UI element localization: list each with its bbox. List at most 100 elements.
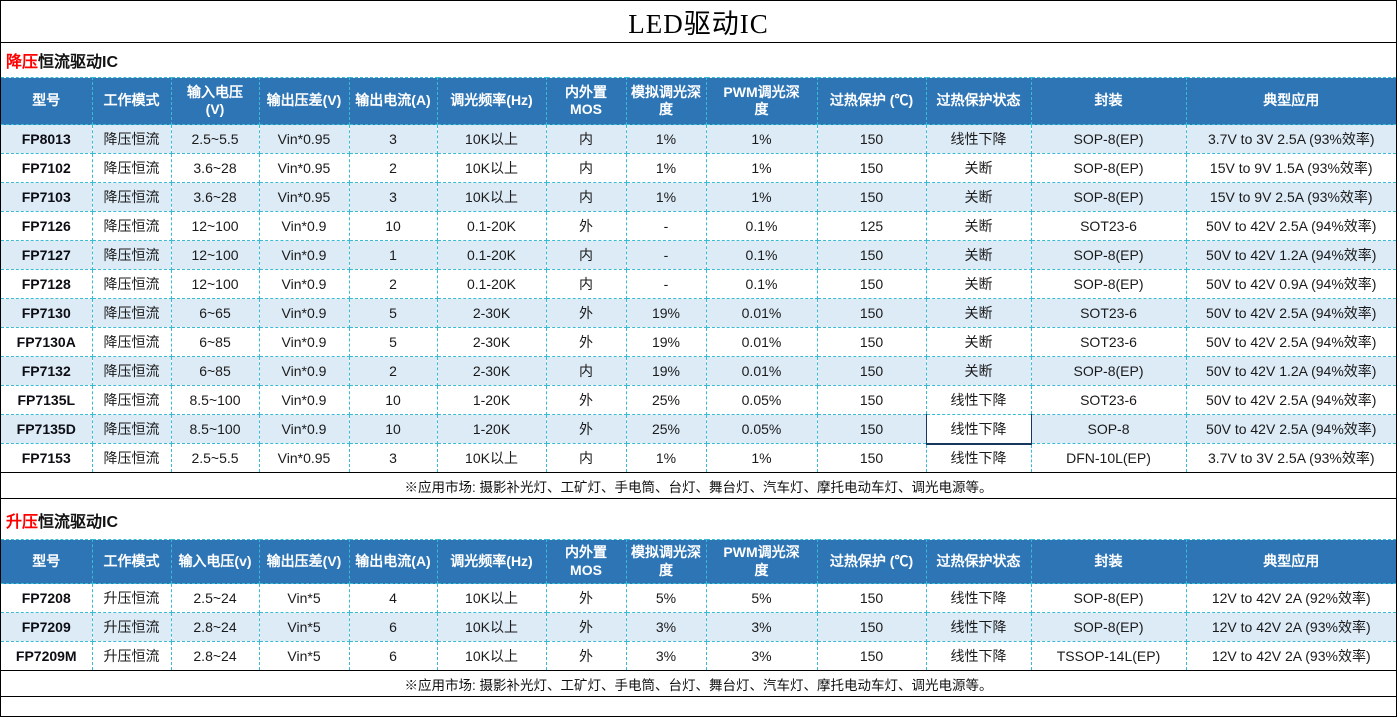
cell: 3% xyxy=(625,641,707,671)
cell: 0.1-20K xyxy=(436,240,547,270)
cell: 3.7V to 3V 2.5A (93%效率) xyxy=(1185,124,1396,154)
model-cell: FP7130A xyxy=(1,327,93,357)
table-row: FP8013 降压恒流 2.5~5.5 Vin*0.95 3 10K以上内 1% 1% 150 线… xyxy=(1,124,1396,154)
cell: 10 xyxy=(348,385,438,415)
cell: 0.05% xyxy=(705,414,818,444)
cell: Vin*0.9 xyxy=(258,211,350,241)
cell: 0.01% xyxy=(705,327,818,357)
cell: 150 xyxy=(816,612,927,642)
cell: 2 xyxy=(348,153,438,183)
cell: 50V to 42V 2.5A (94%效率) xyxy=(1185,414,1396,444)
cell: 线性下降 xyxy=(925,443,1032,473)
cell: 升压恒流 xyxy=(91,612,172,642)
table-row: FP7135L 降压恒流 8.5~100 Vin*0.9 10 1-20K 外 25% 0.05… xyxy=(1,385,1396,415)
table-row: FP7209 升压恒流 2.8~24 Vin*5 6 10K以上外 3% 3% 150 线性下降 S… xyxy=(1,612,1396,642)
cell: Vin*0.9 xyxy=(258,298,350,328)
cell: 12~100 xyxy=(170,240,260,270)
page-title: LED驱动IC xyxy=(1,1,1396,43)
cell: 1% xyxy=(705,153,818,183)
cell: 1% xyxy=(705,443,818,473)
section-label-buck-highlight: 降压 xyxy=(6,54,39,71)
cell: 外 xyxy=(545,327,627,357)
cell: 降压恒流 xyxy=(91,327,172,357)
cell: 150 xyxy=(816,327,927,357)
cell: 150 xyxy=(816,583,927,613)
cell: 降压恒流 xyxy=(91,211,172,241)
cell: 内 xyxy=(545,443,627,473)
cell: 关断 xyxy=(925,240,1032,270)
table-row: FP7208 升压恒流 2.5~24 Vin*5 4 10K以上外 5% 5% 150 线性下降 S… xyxy=(1,583,1396,613)
model-cell: FP7128 xyxy=(1,269,93,299)
cell: 10K以上 xyxy=(436,124,547,154)
section-label-buck-rest: 恒流驱动IC xyxy=(38,54,119,71)
cell: 150 xyxy=(816,443,927,473)
cell: 2-30K xyxy=(436,298,547,328)
cell: 3 xyxy=(348,124,438,154)
cell: Vin*5 xyxy=(258,612,350,642)
cell: 150 xyxy=(816,153,927,183)
cell: TSSOP-14L(EP) xyxy=(1030,641,1187,671)
cell: 10K以上 xyxy=(436,153,547,183)
cell: 5 xyxy=(348,327,438,357)
column-header: 输出电流(A) xyxy=(348,539,438,584)
cell: 1% xyxy=(625,182,707,212)
section-label-boost: 升压 恒流驱动IC xyxy=(1,499,1396,539)
cell: 内 xyxy=(545,182,627,212)
cell: 25% xyxy=(625,414,707,444)
cell: 8.5~100 xyxy=(170,385,260,415)
cell: 12V to 42V 2A (93%效率) xyxy=(1185,641,1396,671)
column-header: 典型应用 xyxy=(1185,539,1396,584)
table-row: FP7135D 降压恒流 8.5~100 Vin*0.9 10 1-20K 外 25% 0.05… xyxy=(1,414,1396,445)
cell: 1% xyxy=(625,153,707,183)
cell: 8.5~100 xyxy=(170,414,260,444)
cell: 2 xyxy=(348,269,438,299)
model-cell: FP7209M xyxy=(1,641,93,671)
cell: 2.8~24 xyxy=(170,641,260,671)
cell: 内 xyxy=(545,269,627,299)
model-cell: FP7130 xyxy=(1,298,93,328)
column-header: 封装 xyxy=(1030,539,1187,584)
cell: 1% xyxy=(625,443,707,473)
model-cell: FP7209 xyxy=(1,612,93,642)
cell: 10K以上 xyxy=(436,641,547,671)
boost-section: 升压 恒流驱动IC 型号 工作模式 输入电压(v) 输出压差(V) 输出电流(A) 调光频率… xyxy=(1,499,1396,697)
cell: - xyxy=(625,240,707,270)
cell: SOP-8(EP) xyxy=(1030,240,1187,270)
table-row: FP7103 降压恒流 3.6~28 Vin*0.95 3 10K以上内 1% 1% 150 关断… xyxy=(1,182,1396,212)
cell: 12V to 42V 2A (92%效率) xyxy=(1185,583,1396,613)
cell: 15V to 9V 2.5A (93%效率) xyxy=(1185,182,1396,212)
column-header: 输出压差(V) xyxy=(258,539,350,584)
column-header: 工作模式 xyxy=(91,77,172,125)
column-header: 过热保护状态 xyxy=(925,539,1032,584)
cell: 6~85 xyxy=(170,356,260,386)
cell: 12~100 xyxy=(170,269,260,299)
cell: 150 xyxy=(816,124,927,154)
column-header: 型号 xyxy=(1,77,93,125)
cell: 1% xyxy=(705,182,818,212)
cell: 12~100 xyxy=(170,211,260,241)
cell: 19% xyxy=(625,327,707,357)
cell: 2-30K xyxy=(436,356,547,386)
cell: Vin*0.9 xyxy=(258,269,350,299)
cell: 5% xyxy=(705,583,818,613)
column-header: 工作模式 xyxy=(91,539,172,584)
cell: Vin*0.95 xyxy=(258,124,350,154)
cell: Vin*0.9 xyxy=(258,240,350,270)
cell: 升压恒流 xyxy=(91,583,172,613)
cell: 降压恒流 xyxy=(91,298,172,328)
cell: 降压恒流 xyxy=(91,356,172,386)
model-cell: FP7135L xyxy=(1,385,93,415)
cell: 50V to 42V 0.9A (94%效率) xyxy=(1185,269,1396,299)
header-row: 型号 工作模式 输入电压 (V) 输出压差(V) 输出电流(A) 调光频率(Hz) 内外置 … xyxy=(1,77,1396,125)
application-market-footnote: ※应用市场: 摄影补光灯、工矿灯、手电筒、台灯、舞台灯、汽车灯、摩托电动车灯、调… xyxy=(1,670,1396,697)
section-label-boost-highlight: 升压 xyxy=(6,514,39,531)
cell: 10 xyxy=(348,211,438,241)
column-header: PWM调光深 度 xyxy=(705,77,818,125)
model-cell: FP7127 xyxy=(1,240,93,270)
cell: 2 xyxy=(348,356,438,386)
application-market-footnote: ※应用市场: 摄影补光灯、工矿灯、手电筒、台灯、舞台灯、汽车灯、摩托电动车灯、调… xyxy=(1,472,1396,499)
cell: 降压恒流 xyxy=(91,240,172,270)
column-header: 内外置 MOS xyxy=(545,77,627,125)
cell: Vin*5 xyxy=(258,583,350,613)
cell: 25% xyxy=(625,385,707,415)
